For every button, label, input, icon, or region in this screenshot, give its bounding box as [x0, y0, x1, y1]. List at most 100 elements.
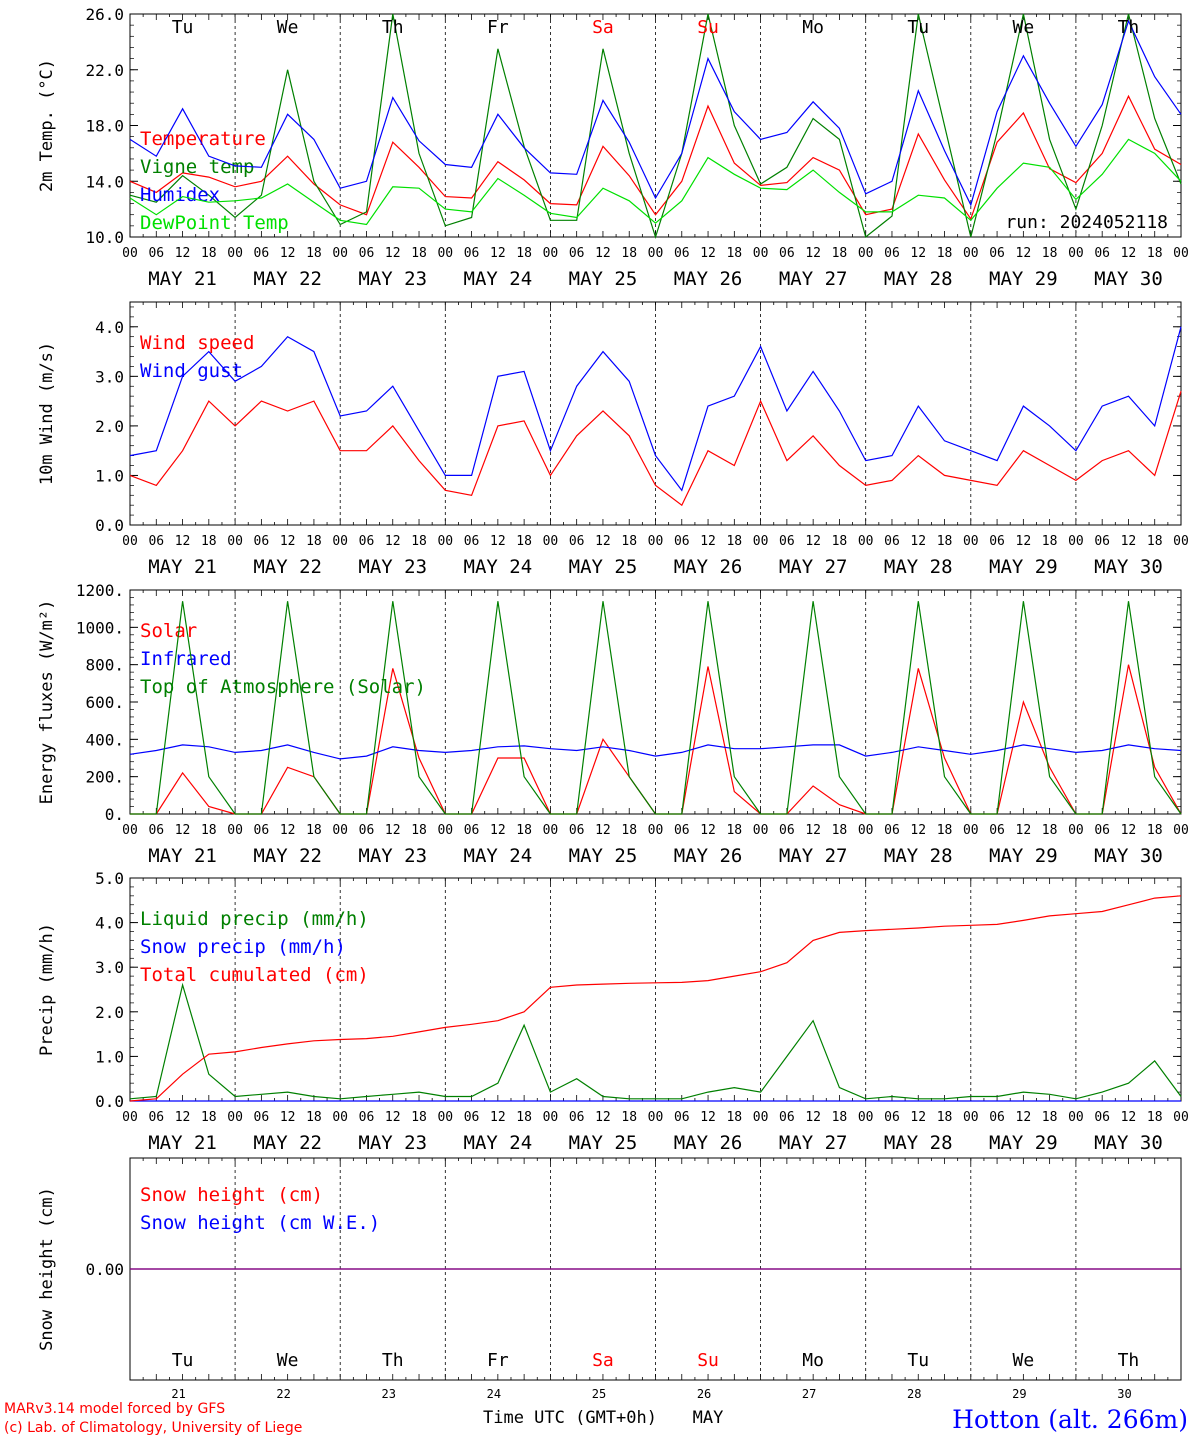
legend-entry: Wind gust	[140, 360, 243, 382]
hour-label: 12	[280, 1110, 296, 1125]
hour-label: 00	[332, 823, 348, 838]
hour-label: 00	[122, 823, 138, 838]
date-label: MAY 22	[253, 268, 322, 290]
day-number: 29	[1012, 1387, 1026, 1401]
hour-label: 00	[1173, 823, 1189, 838]
hour-label: 06	[254, 823, 270, 838]
hour-label: 00	[1173, 534, 1189, 549]
hour-label: 06	[884, 1110, 900, 1125]
hour-label: 00	[543, 534, 559, 549]
date-label: MAY 22	[253, 845, 322, 867]
hour-label: 12	[910, 823, 926, 838]
hour-label: 18	[1147, 246, 1163, 261]
panel-2: 0.0 1.0 2.0 3.0 4.0 10m Wind (m/s) Wind speed W…	[37, 301, 1189, 578]
y-axis-label: Snow height (cm)	[37, 1187, 57, 1351]
hour-label: 18	[1042, 534, 1058, 549]
y-tick-label: 600.	[85, 693, 124, 712]
hour-label: 12	[490, 823, 506, 838]
y-tick-label: 2.0	[95, 1003, 124, 1022]
legend-entry: Snow height (cm W.E.)	[140, 1212, 380, 1234]
weekday-label: We	[277, 1350, 299, 1371]
hour-label: 18	[201, 534, 217, 549]
hour-label: 18	[411, 823, 427, 838]
hour-label: 18	[726, 1110, 742, 1125]
series-line-4	[129, 138, 1182, 226]
hour-label: 18	[726, 534, 742, 549]
hour-label: 00	[122, 1110, 138, 1125]
hour-label: 12	[700, 1110, 716, 1125]
hour-label: 06	[1094, 823, 1110, 838]
date-label: MAY 23	[358, 845, 427, 867]
hour-label: 00	[753, 246, 769, 261]
hour-label: 06	[779, 534, 795, 549]
hour-label: 00	[437, 1110, 453, 1125]
legend-entry: Wind speed	[140, 332, 254, 354]
y-tick-label: 1.0	[95, 1047, 124, 1066]
panel-1: 10.0 14.0 18.0 22.0 26.0 2m Temp. (°C) Tempera…	[37, 5, 1189, 290]
hour-label: 06	[569, 246, 585, 261]
date-label: MAY 21	[148, 556, 217, 578]
hour-label: 12	[385, 1110, 401, 1125]
hour-label: 00	[437, 246, 453, 261]
date-label: MAY 25	[569, 268, 638, 290]
hour-label: 18	[201, 1110, 217, 1125]
hour-label: 12	[490, 246, 506, 261]
hour-label: 06	[989, 1110, 1005, 1125]
day-number: 21	[171, 1387, 185, 1401]
date-label: MAY 24	[464, 1132, 533, 1154]
date-label: MAY 27	[779, 845, 848, 867]
hour-label: 12	[595, 246, 611, 261]
hour-label: 18	[516, 823, 532, 838]
hour-label: 18	[621, 823, 637, 838]
station-label: Hotton (alt. 266m)	[952, 1405, 1188, 1434]
hour-label: 12	[910, 1110, 926, 1125]
hour-label: 00	[543, 1110, 559, 1125]
day-number: 22	[276, 1387, 290, 1401]
panel-4: 0.0 1.0 2.0 3.0 4.0 5.0 Precip (mm/h) Liquid pr…	[37, 869, 1189, 1154]
y-tick-label: 400.	[85, 730, 124, 749]
y-tick-label: 1.0	[95, 466, 124, 485]
hour-label: 12	[385, 534, 401, 549]
day-number: 25	[592, 1387, 606, 1401]
hour-label: 18	[306, 823, 322, 838]
day-number: 27	[802, 1387, 816, 1401]
date-label: MAY 26	[674, 845, 743, 867]
hour-label: 06	[148, 246, 164, 261]
date-label: MAY 29	[989, 1132, 1058, 1154]
hour-label: 06	[254, 246, 270, 261]
hour-label: 12	[175, 534, 191, 549]
date-label: MAY 28	[884, 1132, 953, 1154]
hour-label: 06	[569, 534, 585, 549]
hour-label: 00	[648, 246, 664, 261]
hour-label: 06	[1094, 1110, 1110, 1125]
hour-label: 06	[884, 823, 900, 838]
date-label: MAY 24	[464, 845, 533, 867]
hour-label: 06	[569, 823, 585, 838]
hour-label: 12	[595, 823, 611, 838]
hour-label: 18	[201, 823, 217, 838]
hour-label: 12	[280, 534, 296, 549]
weekday-label: Th	[1118, 1350, 1140, 1371]
hour-label: 12	[805, 534, 821, 549]
panel-frame	[129, 13, 1182, 238]
y-tick-label: 1000.	[76, 618, 124, 637]
hour-label: 00	[648, 1110, 664, 1125]
day-number: 30	[1117, 1387, 1131, 1401]
hour-label: 00	[227, 1110, 243, 1125]
series-line-3	[129, 19, 1182, 207]
hour-label: 12	[175, 1110, 191, 1125]
date-label: MAY 30	[1094, 845, 1163, 867]
date-label: MAY 29	[989, 268, 1058, 290]
hour-label: 18	[306, 534, 322, 549]
date-label: MAY 28	[884, 845, 953, 867]
hour-label: 00	[1068, 1110, 1084, 1125]
hour-label: 00	[122, 246, 138, 261]
date-label: MAY 21	[148, 1132, 217, 1154]
hour-label: 06	[884, 534, 900, 549]
weekday-label: Fr	[487, 17, 509, 38]
y-tick-label: 4.0	[95, 914, 124, 933]
hour-label: 00	[543, 246, 559, 261]
hour-label: 12	[385, 246, 401, 261]
hour-label: 00	[437, 823, 453, 838]
